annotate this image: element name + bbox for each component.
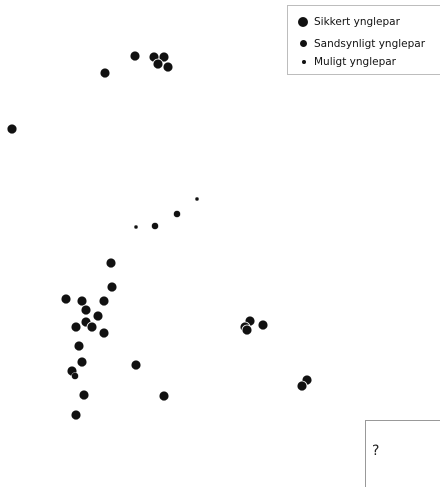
legend-label-probable: Sandsynligt ynglepar <box>314 38 426 50</box>
certain-pair-marker <box>296 380 308 392</box>
legend-label-possible: Muligt ynglepar <box>314 56 396 68</box>
certain-pair-marker <box>86 321 98 333</box>
medium-dot-icon <box>300 40 307 47</box>
certain-pair-marker <box>70 409 82 421</box>
certain-pair-marker <box>105 257 117 269</box>
certain-pair-marker <box>257 319 269 331</box>
certain-pair-marker <box>241 324 253 336</box>
certain-pair-marker <box>78 389 90 401</box>
small-dot-icon <box>302 60 306 64</box>
certain-pair-marker <box>98 327 110 339</box>
probable-pair-marker <box>71 372 79 380</box>
probable-pair-marker <box>173 210 181 218</box>
certain-pair-marker <box>162 61 174 73</box>
legend-label-certain: Sikkert ynglepar <box>314 16 400 28</box>
certain-pair-marker <box>73 340 85 352</box>
legend-item-possible: Muligt ynglepar <box>288 55 440 69</box>
certain-pair-marker <box>130 359 142 371</box>
large-dot-icon <box>298 17 308 27</box>
certain-pair-marker <box>106 281 118 293</box>
possible-pair-marker <box>194 196 200 202</box>
map-legend: Sikkert ynglepar Sandsynligt ynglepar Mu… <box>287 5 440 75</box>
certain-pair-marker <box>99 67 111 79</box>
certain-pair-marker <box>60 293 72 305</box>
certain-pair-marker <box>158 51 170 63</box>
certain-pair-marker <box>158 390 170 402</box>
certain-pair-marker <box>80 304 92 316</box>
possible-pair-marker <box>133 224 139 230</box>
legend-item-certain: Sikkert ynglepar <box>288 15 440 29</box>
certain-pair-marker <box>76 356 88 368</box>
certain-pair-marker <box>76 295 88 307</box>
certain-pair-marker <box>129 50 141 62</box>
probable-pair-marker <box>151 222 159 230</box>
legend-item-probable: Sandsynligt ynglepar <box>288 37 440 51</box>
inset-question-mark: ? <box>372 443 380 459</box>
certain-pair-marker <box>6 123 18 135</box>
certain-pair-marker <box>92 310 104 322</box>
certain-pair-marker <box>98 295 110 307</box>
certain-pair-marker <box>70 321 82 333</box>
map-inset: ? <box>365 420 440 487</box>
certain-pair-marker <box>152 58 164 70</box>
